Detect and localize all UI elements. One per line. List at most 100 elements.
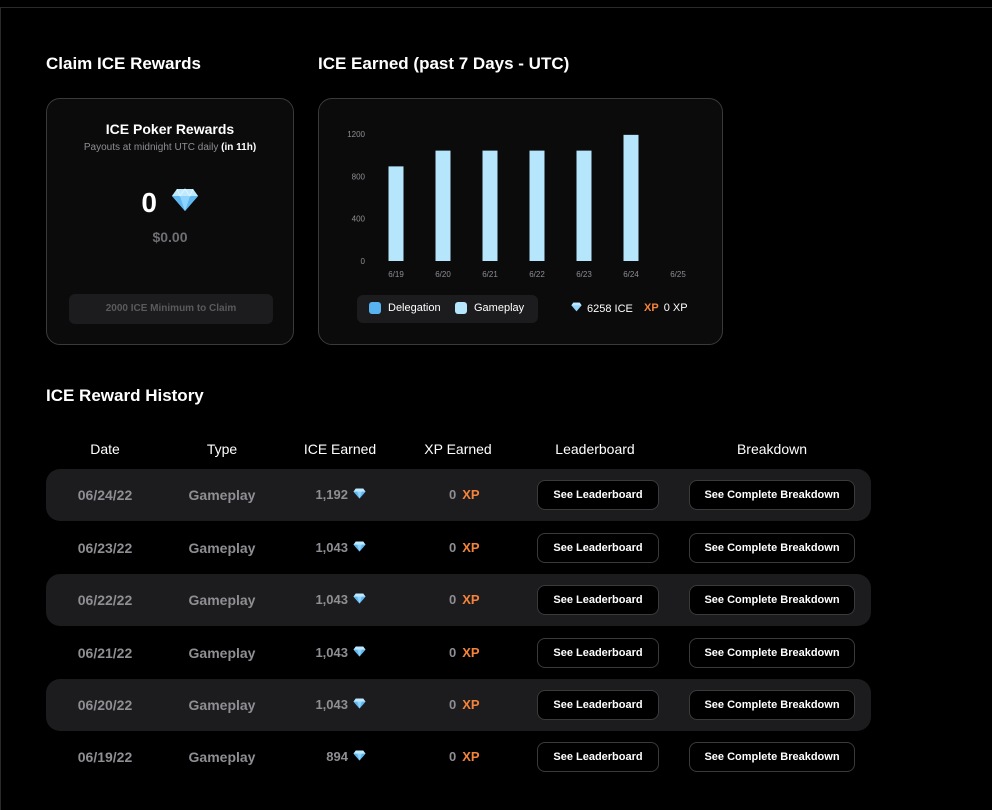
see-leaderboard-button[interactable]: See Leaderboard — [537, 742, 659, 772]
x-tick-label: 6/25 — [670, 270, 686, 279]
see-breakdown-button[interactable]: See Complete Breakdown — [689, 533, 855, 563]
row-ice-value: 1,043 — [315, 697, 348, 712]
row-xp-earned: 0 XP — [449, 749, 480, 764]
total-xp-value: 0 XP — [663, 302, 688, 314]
row-ice-earned: 1,192 — [315, 487, 366, 502]
x-tick-label: 6/20 — [435, 270, 451, 279]
row-xp-value: 0 — [449, 540, 457, 555]
column-header-breakdown: Breakdown — [736, 441, 808, 457]
legend-label-gameplay: Gameplay — [474, 302, 525, 314]
claim-amount-value: 0 — [141, 187, 157, 218]
row-ice-value: 894 — [326, 749, 348, 764]
row-ice-earned: 1,043 — [315, 592, 366, 607]
earned-section-title: ICE Earned (past 7 Days - UTC) — [318, 54, 570, 73]
table-row: 06/21/22 Gameplay 1,043 0 XP See Leaderboard S… — [46, 627, 871, 679]
diamond-icon — [571, 302, 582, 315]
diamond-icon — [353, 592, 366, 607]
xp-icon: XP — [462, 487, 480, 502]
payout-time: (in 11h) — [221, 142, 257, 153]
row-xp-earned: 0 XP — [449, 697, 480, 712]
payout-text: Payouts at midnight UTC daily — [83, 142, 219, 153]
row-xp-earned: 0 XP — [449, 592, 480, 607]
legend-delegation[interactable]: Delegation — [369, 302, 441, 314]
diamond-icon — [353, 697, 366, 712]
row-xp-value: 0 — [449, 749, 457, 764]
legend-label-delegation: Delegation — [388, 302, 441, 314]
see-leaderboard-button[interactable]: See Leaderboard — [537, 533, 659, 563]
row-type: Gameplay — [188, 645, 256, 661]
diamond-icon — [353, 540, 366, 555]
x-tick-label: 6/21 — [482, 270, 498, 279]
diamond-icon — [353, 749, 366, 764]
row-type: Gameplay — [188, 540, 256, 556]
bar-gameplay[interactable] — [482, 150, 498, 261]
see-breakdown-button[interactable]: See Complete Breakdown — [689, 480, 855, 510]
table-row: 06/22/22 Gameplay 1,043 0 XP See Leaderboard S… — [46, 574, 871, 626]
row-xp-value: 0 — [449, 592, 457, 607]
bar-gameplay[interactable] — [576, 150, 592, 261]
row-date: 06/21/22 — [77, 645, 133, 661]
row-ice-value: 1,043 — [315, 540, 348, 555]
payout-info: Payouts at midnight UTC daily (in 11h) — [47, 142, 293, 153]
row-type: Gameplay — [188, 487, 256, 503]
row-xp-earned: 0 XP — [449, 487, 480, 502]
row-ice-value: 1,192 — [315, 487, 348, 502]
row-date: 06/23/22 — [77, 540, 133, 556]
xp-icon: XP — [462, 592, 480, 607]
top-divider — [0, 7, 992, 8]
earned-chart-card: 0 400 800 1200 6/19 6/20 6/21 6/22 6/23 6/24 6/25 … — [318, 98, 723, 345]
see-breakdown-button[interactable]: See Complete Breakdown — [689, 585, 855, 615]
table-row: 06/19/22 Gameplay 894 0 XP See Leaderboard See… — [46, 731, 871, 783]
see-breakdown-button[interactable]: See Complete Breakdown — [689, 638, 855, 668]
row-type: Gameplay — [188, 697, 256, 713]
y-tick-label: 800 — [352, 172, 366, 181]
legend-gameplay[interactable]: Gameplay — [455, 302, 524, 314]
left-divider — [0, 7, 1, 810]
claim-amount: 0 — [47, 187, 293, 219]
row-type: Gameplay — [188, 592, 256, 608]
column-header-leaderboard: Leaderboard — [555, 441, 635, 457]
xp-icon: XP — [462, 540, 480, 555]
see-breakdown-button[interactable]: See Complete Breakdown — [689, 690, 855, 720]
x-tick-label: 6/23 — [576, 270, 592, 279]
bar-gameplay[interactable] — [388, 166, 404, 261]
x-tick-label: 6/22 — [529, 270, 545, 279]
see-breakdown-button[interactable]: See Complete Breakdown — [689, 742, 855, 772]
claim-card-title: ICE Poker Rewards — [105, 121, 235, 137]
x-tick-label: 6/19 — [388, 270, 404, 279]
see-leaderboard-button[interactable]: See Leaderboard — [537, 690, 659, 720]
see-leaderboard-button[interactable]: See Leaderboard — [537, 638, 659, 668]
row-date: 06/24/22 — [77, 487, 133, 503]
history-section-title: ICE Reward History — [46, 386, 204, 405]
diamond-icon — [353, 487, 366, 502]
claim-usd-value: $0.00 — [152, 229, 188, 245]
bar-gameplay[interactable] — [623, 134, 639, 261]
legend-swatch-gameplay — [455, 302, 467, 314]
bar-gameplay[interactable] — [435, 150, 451, 261]
claim-button[interactable]: 2000 ICE Minimum to Claim — [69, 294, 273, 324]
column-header-type: Type — [206, 441, 238, 457]
bar-gameplay[interactable] — [529, 150, 545, 261]
row-ice-earned: 1,043 — [315, 645, 366, 660]
table-row: 06/24/22 Gameplay 1,192 0 XP See Leaderboard S… — [46, 469, 871, 521]
claim-section-title: Claim ICE Rewards — [46, 54, 201, 73]
row-ice-earned: 1,043 — [315, 540, 366, 555]
claim-card: ICE Poker Rewards Payouts at midnight UT… — [46, 98, 294, 345]
column-header-ice-earned: ICE Earned — [303, 441, 377, 457]
see-leaderboard-button[interactable]: See Leaderboard — [537, 480, 659, 510]
table-row: 06/20/22 Gameplay 1,043 0 XP See Leaderboard S… — [46, 679, 871, 731]
row-type: Gameplay — [188, 749, 256, 765]
row-ice-earned: 1,043 — [315, 697, 366, 712]
y-tick-label: 400 — [352, 215, 366, 224]
row-xp-value: 0 — [449, 487, 457, 502]
xp-icon: XP — [644, 302, 659, 314]
row-ice-value: 1,043 — [315, 592, 348, 607]
diamond-icon — [171, 187, 199, 219]
y-tick-label: 0 — [361, 257, 366, 266]
row-xp-earned: 0 XP — [449, 540, 480, 555]
xp-icon: XP — [462, 645, 480, 660]
row-xp-earned: 0 XP — [449, 645, 480, 660]
see-leaderboard-button[interactable]: See Leaderboard — [537, 585, 659, 615]
row-date: 06/19/22 — [77, 749, 133, 765]
